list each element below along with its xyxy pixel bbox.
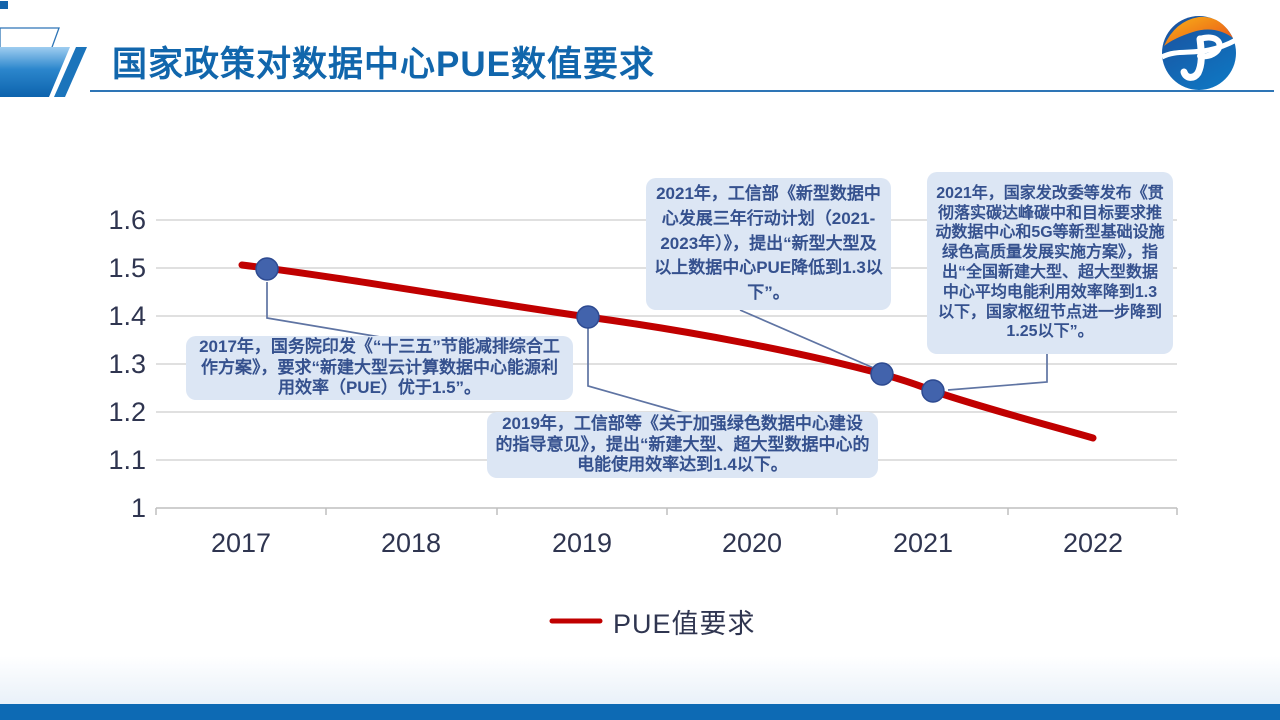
leader-2021-ndrc [947, 354, 1048, 391]
x-tick-label: 2018 [381, 528, 441, 558]
deco-gradient-parallelogram [0, 47, 70, 97]
leader-2017 [266, 282, 381, 338]
y-tick-label: 1.6 [108, 205, 146, 235]
data-point-2019 [576, 305, 600, 329]
y-tick-label: 1.5 [108, 253, 146, 283]
title-underline [90, 90, 1274, 92]
corner-decoration [0, 1, 87, 97]
logo-orange-swoosh [1164, 16, 1233, 46]
y-tick-label: 1.1 [108, 445, 146, 475]
deco-square [0, 1, 8, 9]
legend-line-swatch [549, 618, 603, 624]
legend-label: PUE值要求 [613, 608, 756, 639]
page-title: 国家政策对数据中心PUE数值要求 [112, 45, 655, 84]
callout-leader-lines [266, 282, 1048, 414]
company-logo-icon [1160, 16, 1238, 90]
y-tick-label: 1.2 [108, 397, 146, 427]
callout-2021-miit: 2021年，工信部《新型数据中心发展三年行动计划（2021-2023年）》，提出… [646, 178, 891, 310]
chart-legend: PUE值要求 [548, 603, 756, 639]
logo-white-wave [1160, 37, 1238, 60]
x-axis [155, 507, 1178, 515]
data-points [255, 257, 945, 403]
x-axis-labels: 2017 2018 2019 2020 2021 2022 [211, 528, 1123, 558]
callout-2021-ndrc: 2021年，国家发改委等发布《贯彻落实碳达峰碳中和目标要求推动数据中心和5G等新… [927, 172, 1173, 354]
pue-trend-line [238, 261, 1097, 442]
x-tick-label: 2017 [211, 528, 271, 558]
footer-gradient [0, 656, 1280, 704]
data-point-2021-ndrc [921, 379, 945, 403]
callout-2017-state-council: 2017年，国务院印发《“十三五”节能减排综合工作方案》，要求“新建大型云计算数… [186, 336, 573, 400]
x-tick-label: 2022 [1063, 528, 1123, 558]
x-tick-label: 2021 [893, 528, 953, 558]
y-tick-label: 1 [131, 493, 146, 523]
y-axis-labels: 1.6 1.5 1.4 1.3 1.2 1.1 1 [108, 205, 146, 523]
x-tick-label: 2019 [552, 528, 612, 558]
x-tick-label: 2020 [722, 528, 782, 558]
logo-letter-stem [1180, 35, 1205, 81]
leader-2021-miit [739, 309, 877, 370]
deco-corner-strip [54, 47, 87, 97]
footer-bar [0, 704, 1280, 720]
data-point-2017 [255, 257, 279, 281]
callout-2019-miit: 2019年，工信部等《关于加强绿色数据中心建设的指导意见》，提出“新建大型、超大… [487, 412, 878, 478]
y-tick-label: 1.4 [108, 301, 146, 331]
leader-2019 [587, 328, 684, 414]
y-tick-label: 1.3 [108, 349, 146, 379]
data-point-2021-miit [870, 362, 894, 386]
